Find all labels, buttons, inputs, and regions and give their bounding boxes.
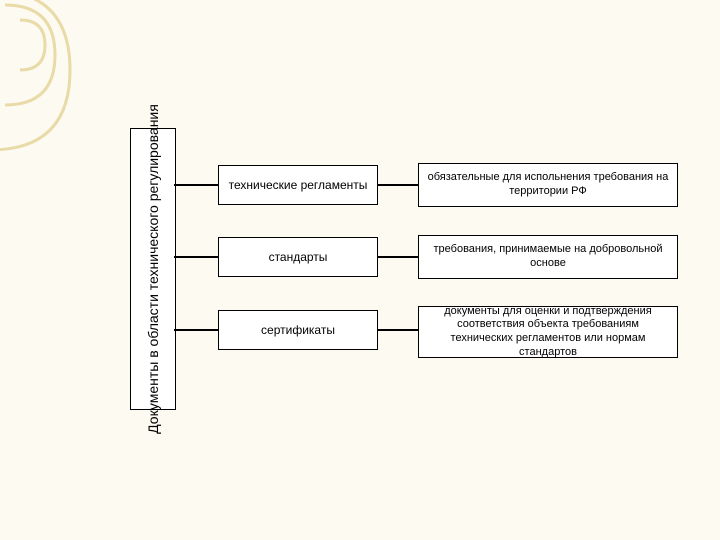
- left-box-tech-reglamenty: технические регламенты: [218, 165, 378, 205]
- left-box-label: технические регламенты: [229, 178, 368, 193]
- right-box-obyazatelnye: обязательные для испольнения требования …: [418, 163, 678, 207]
- right-box-label: требования, принимаемые на добровольной …: [425, 243, 671, 271]
- right-box-dobrovolnye: требования, принимаемые на добровольной …: [418, 235, 678, 279]
- root-box: Документы в области технического регулир…: [130, 128, 176, 410]
- connector: [174, 329, 218, 331]
- connector: [378, 329, 418, 331]
- left-box-standarty: стандарты: [218, 237, 378, 277]
- connector: [174, 256, 218, 258]
- connector: [174, 184, 218, 186]
- right-box-dokumenty-ocenki: документы для оценки и подтверждения соо…: [418, 306, 678, 358]
- right-box-label: документы для оценки и подтверждения соо…: [425, 305, 671, 360]
- left-box-label: стандарты: [269, 250, 328, 265]
- right-box-label: обязательные для испольнения требования …: [425, 171, 671, 199]
- connector: [378, 184, 418, 186]
- connector: [378, 256, 418, 258]
- root-label: Документы в области технического регулир…: [145, 104, 161, 434]
- left-box-label: сертификаты: [261, 323, 335, 338]
- decorative-motif: [0, 0, 120, 540]
- left-box-sertifikaty: сертификаты: [218, 310, 378, 350]
